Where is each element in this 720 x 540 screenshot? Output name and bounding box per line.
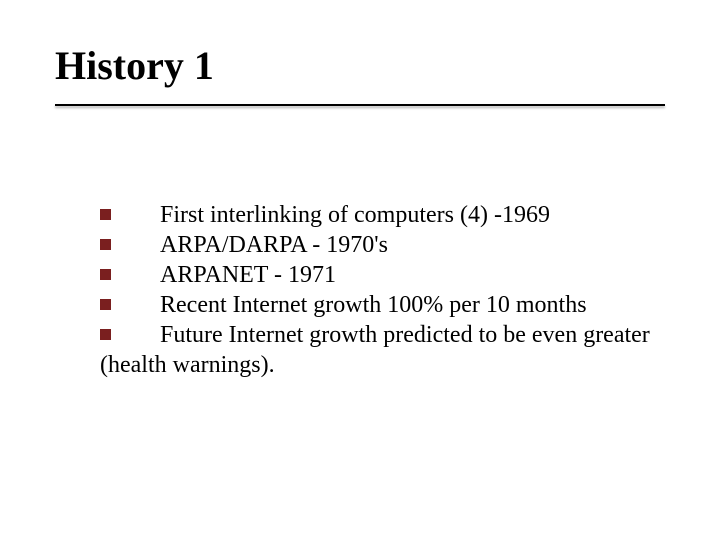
- square-bullet-icon: [100, 299, 111, 310]
- slide-body: First interlinking of computers (4) -196…: [100, 200, 660, 380]
- slide: History 1 First interlinking of computer…: [0, 0, 720, 540]
- list-item-text: Recent Internet growth 100% per 10 month…: [160, 292, 587, 318]
- list-item-text: First interlinking of computers (4) -196…: [160, 202, 550, 228]
- list-item: Future Internet growth predicted to be e…: [100, 320, 660, 350]
- list-item: ARPA/DARPA - 1970's: [100, 230, 660, 260]
- title-divider: [55, 104, 665, 106]
- list-item-wrap: (health warnings).: [100, 350, 660, 380]
- list-item-text: Future Internet growth predicted to be e…: [160, 322, 650, 348]
- slide-title: History 1: [55, 42, 214, 89]
- square-bullet-icon: [100, 239, 111, 250]
- square-bullet-icon: [100, 329, 111, 340]
- list-item-text: ARPA/DARPA - 1970's: [160, 232, 388, 258]
- list-item: First interlinking of computers (4) -196…: [100, 200, 660, 230]
- list-item-text: ARPANET - 1971: [160, 262, 336, 288]
- square-bullet-icon: [100, 209, 111, 220]
- list-item: ARPANET - 1971: [100, 260, 660, 290]
- list-item: Recent Internet growth 100% per 10 month…: [100, 290, 660, 320]
- square-bullet-icon: [100, 269, 111, 280]
